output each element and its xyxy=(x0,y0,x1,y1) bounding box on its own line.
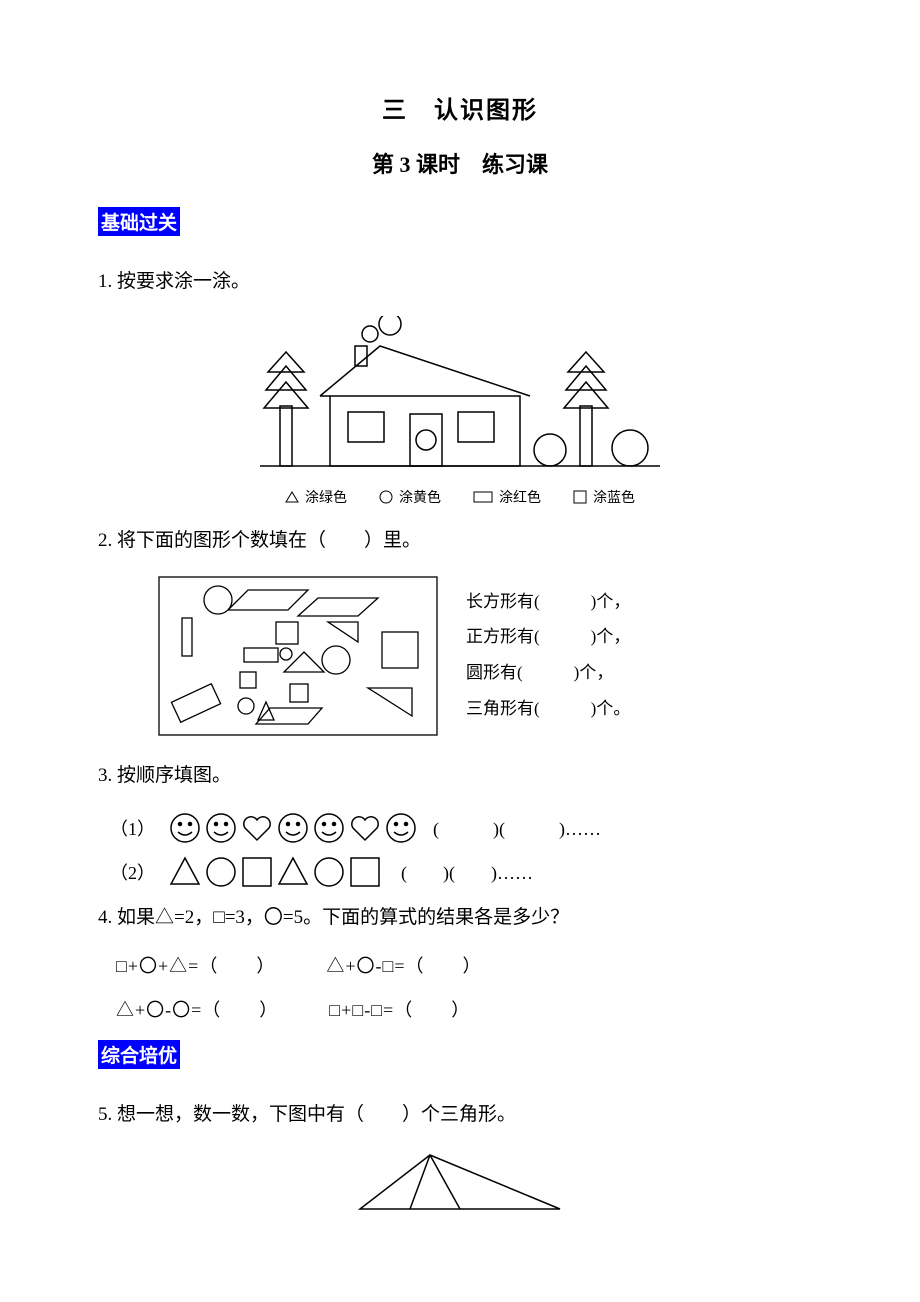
question-1-text: 1. 按要求涂一涂。 xyxy=(98,266,822,298)
legend-circle-label: 涂黄色 xyxy=(399,487,441,507)
q3-1-tail: ( )( )…… xyxy=(433,815,601,841)
question-1-figure: 涂绿色 涂黄色 涂红色 涂蓝色 xyxy=(98,316,822,507)
pattern-1-svg xyxy=(167,810,427,846)
page-subtitle: 第 3 课时 练习课 xyxy=(98,147,822,179)
legend-triangle: 涂绿色 xyxy=(285,487,347,507)
q2-rect-blank: 长方形有( )个， xyxy=(466,584,630,620)
shape-box-svg xyxy=(158,576,438,736)
legend-triangle-label: 涂绿色 xyxy=(305,487,347,507)
q3-2-tail: ( )( )…… xyxy=(401,859,533,885)
question-4-text: 4. 如果△=2，□=3，〇=5。下面的算式的结果各是多少？ xyxy=(98,902,822,934)
question-2-blanks: 长方形有( )个， 正方形有( )个， 圆形有( )个， 三角形有( )个。 xyxy=(466,576,630,727)
question-5-text: 5. 想一想，数一数，下图中有（ ）个三角形。 xyxy=(98,1099,822,1131)
question-5-figure xyxy=(98,1149,822,1224)
question-2-text: 2. 将下面的图形个数填在（ ）里。 xyxy=(98,525,822,557)
q4-eq2: △+〇-□=（ ） xyxy=(326,956,481,976)
q2-triangle-blank: 三角形有( )个。 xyxy=(466,691,630,727)
question-4-line-2: △+〇-〇=（ ） □+□-□=（ ） xyxy=(116,996,822,1022)
q2-square-blank: 正方形有( )个， xyxy=(466,619,630,655)
legend-rect-label: 涂红色 xyxy=(499,487,541,507)
section-tag-advanced: 综合培优 xyxy=(98,1040,180,1069)
q3-2-label: （2） xyxy=(110,859,155,885)
question-4-line-1: □+〇+△=（ ） △+〇-□=（ ） xyxy=(116,952,822,978)
question-2-body: 长方形有( )个， 正方形有( )个， 圆形有( )个， 三角形有( )个。 xyxy=(158,576,822,736)
question-3-text: 3. 按顺序填图。 xyxy=(98,760,822,792)
legend-circle: 涂黄色 xyxy=(379,487,441,507)
legend-square-label: 涂蓝色 xyxy=(593,487,635,507)
q4-eq1: □+〇+△=（ ） xyxy=(116,956,275,976)
legend-rect: 涂红色 xyxy=(473,487,541,507)
question-3-row-1: （1） xyxy=(110,810,822,846)
question-1-legend: 涂绿色 涂黄色 涂红色 涂蓝色 xyxy=(98,487,822,507)
q3-1-label: （1） xyxy=(110,815,155,841)
triangle-icon xyxy=(285,491,299,503)
rect-icon xyxy=(473,491,493,503)
circle-icon xyxy=(379,490,393,504)
question-3-row-2: （2） ( )( )…… xyxy=(110,854,822,890)
q4-eq3: △+〇-〇=（ ） xyxy=(116,1000,278,1020)
legend-square: 涂蓝色 xyxy=(573,487,635,507)
q2-circle-blank: 圆形有( )个， xyxy=(466,655,630,691)
triangle-count-svg xyxy=(340,1149,580,1219)
pattern-2-svg xyxy=(167,854,395,890)
section-tag-basics: 基础过关 xyxy=(98,207,180,236)
page-title: 三 认识图形 xyxy=(98,90,822,125)
house-scene-svg xyxy=(250,316,670,476)
square-icon xyxy=(573,490,587,504)
worksheet-page: 三 认识图形 第 3 课时 练习课 基础过关 1. 按要求涂一涂。 xyxy=(0,0,920,1302)
q4-eq4: □+□-□=（ ） xyxy=(329,1000,470,1020)
